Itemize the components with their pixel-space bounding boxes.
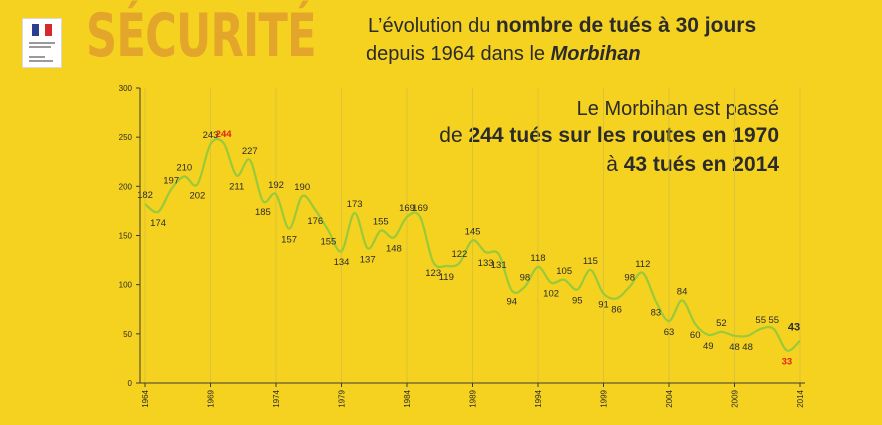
securite-heading: SÉCURITÉ: [86, 1, 317, 71]
data-label-2001: 98: [624, 273, 635, 284]
title-line-1: L’évolution du nombre de tués à 30 jours: [368, 14, 757, 37]
data-label-1997: 95: [572, 296, 583, 307]
series-line: [144, 137, 801, 352]
data-label-1964: 182: [137, 190, 153, 201]
data-label-1982: 155: [373, 217, 389, 228]
data-label-1988: 122: [451, 249, 467, 260]
data-label-1998: 115: [583, 256, 598, 267]
data-label-1992: 94: [507, 297, 518, 308]
french-flag-icon: [32, 24, 52, 36]
data-label-2000: 86: [611, 304, 622, 315]
data-label-1984: 169: [399, 203, 415, 214]
data-label-1996: 105: [556, 266, 572, 277]
data-label-1995: 102: [543, 289, 559, 300]
data-label-2007: 49: [703, 341, 714, 352]
x-tick-label: 1979: [338, 389, 347, 407]
x-tick-label: 1964: [141, 389, 150, 407]
prefecture-logo: [22, 18, 62, 68]
title-line-2: depuis 1964 dans le Morbihan: [366, 43, 641, 65]
data-label-2005: 84: [677, 286, 688, 297]
data-label-2011: 55: [755, 315, 766, 326]
x-tick-label: 2009: [731, 389, 740, 407]
y-tick-label: 100: [119, 281, 133, 290]
data-label-1974: 192: [268, 180, 284, 191]
data-label-2003: 83: [651, 307, 662, 318]
data-label-1990: 133: [478, 258, 494, 269]
data-label-1966: 197: [163, 175, 179, 186]
x-tick-label: 1994: [534, 389, 543, 407]
data-label-1967: 210: [176, 163, 192, 174]
y-tick-label: 250: [119, 133, 133, 142]
data-label-1970: 244: [216, 129, 233, 140]
data-label-1986: 123: [425, 268, 441, 279]
y-tick-label: 300: [119, 84, 133, 93]
y-tick-label: 150: [119, 232, 133, 241]
y-tick-label: 50: [123, 330, 132, 339]
data-label-2006: 60: [690, 330, 701, 341]
data-label-2012: 55: [769, 315, 780, 326]
x-tick-label: 2014: [796, 389, 805, 407]
data-label-1991: 131: [491, 260, 507, 271]
data-label-1975: 157: [281, 235, 297, 246]
message-line-3: à 43 tués en 2014: [606, 153, 779, 176]
data-label-1987: 119: [439, 272, 454, 283]
data-label-1978: 155: [320, 237, 336, 248]
x-tick-label: 2004: [665, 389, 674, 407]
x-tick-label: 1969: [207, 389, 216, 407]
message-line-2: de 244 tués sur les routes en 1970: [439, 124, 779, 147]
data-label-2004: 63: [664, 327, 675, 338]
data-label-2002: 112: [635, 259, 650, 270]
data-label-1977: 176: [307, 216, 323, 227]
data-label-2009: 48: [729, 342, 740, 353]
data-label-2008: 52: [716, 318, 727, 329]
data-label-1965: 174: [150, 218, 166, 229]
data-label-1969: 243: [203, 130, 219, 141]
data-label-1972: 227: [242, 146, 258, 157]
data-label-2013: 33: [782, 357, 793, 368]
message-line-1: Le Morbihan est passé: [576, 98, 779, 120]
data-label-1999: 91: [598, 300, 609, 311]
data-label-1976: 190: [294, 182, 310, 193]
data-label-1980: 173: [347, 199, 363, 210]
data-label-1979: 134: [334, 257, 350, 268]
data-label-1985: 169: [412, 203, 428, 214]
data-label-1968: 202: [189, 190, 205, 201]
x-tick-label: 1974: [272, 389, 281, 407]
x-tick-label: 1984: [403, 389, 412, 407]
data-label-1983: 148: [386, 243, 402, 254]
data-label-1973: 185: [255, 207, 271, 218]
y-tick-label: 200: [119, 182, 133, 191]
x-tick-label: 1989: [469, 389, 478, 407]
data-label-2010: 48: [742, 342, 753, 353]
data-label-2014: 43: [788, 322, 800, 334]
data-label-1994: 118: [530, 253, 545, 264]
data-label-1993: 98: [520, 273, 531, 284]
data-label-1971: 211: [229, 182, 244, 193]
data-label-1989: 145: [465, 226, 481, 237]
x-tick-label: 1999: [600, 389, 609, 407]
y-tick-label: 0: [128, 379, 133, 388]
data-label-1981: 137: [360, 254, 376, 265]
